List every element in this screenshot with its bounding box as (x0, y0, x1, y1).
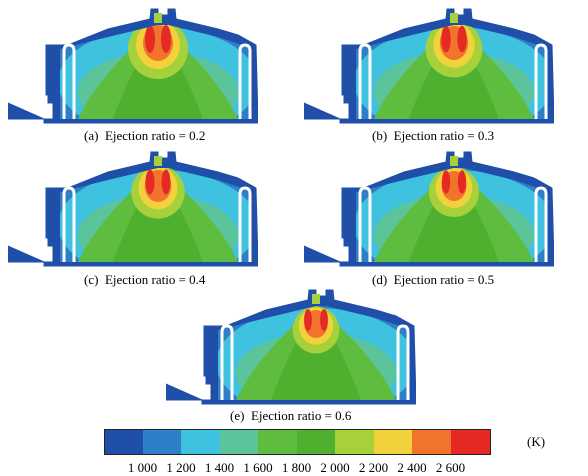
right-cooling-channel (238, 43, 252, 119)
colorbar-cell (104, 429, 144, 454)
caption-b-label: Ejection ratio = 0.3 (393, 128, 495, 143)
left-cooling-channel (220, 324, 234, 400)
colorbar-tick: 2 400 (397, 460, 427, 475)
colorbar-cell (142, 429, 183, 454)
colorbar-tick: 2 200 (358, 460, 389, 475)
caption-a-letter: (a) (84, 128, 99, 143)
caption-a-label: Ejection ratio = 0.2 (104, 128, 206, 143)
colorbar-tick: 1 800 (281, 460, 312, 475)
caption-c: (c) Ejection ratio = 0.4 (84, 272, 205, 288)
panel-a (8, 7, 258, 127)
temperature-field-b (304, 8, 554, 124)
colorbar-tick: 1 600 (243, 460, 273, 475)
right-cooling-channel (534, 186, 548, 262)
colorbar-cell (296, 429, 337, 454)
colorbar-tick: 2 600 (435, 460, 466, 475)
caption-e-letter: (e) (230, 408, 245, 423)
colorbar-cell (258, 429, 298, 454)
colorbar-tick: 1 000 (127, 460, 158, 475)
flame-max-right (161, 169, 171, 195)
colorbar-tick: 2 000 (320, 460, 350, 475)
flame-max-left (441, 25, 451, 53)
temperature-field-e (166, 289, 416, 405)
colorbar-cell (450, 429, 491, 454)
flame-max-right (457, 25, 467, 53)
colorbar-unit: (K) (527, 434, 546, 449)
nozzle (154, 156, 162, 166)
caption-d: (d) Ejection ratio = 0.5 (372, 272, 494, 288)
temperature-field-a (8, 8, 258, 124)
left-cooling-channel (62, 43, 76, 119)
flame-max-right (161, 25, 171, 53)
colorbar-cell (373, 429, 414, 454)
caption-d-letter: (d) (372, 272, 388, 287)
panel-b (304, 7, 554, 127)
colorbar-cell (412, 429, 452, 454)
caption-c-letter: (c) (84, 272, 99, 287)
nozzle (450, 13, 458, 23)
left-cooling-channel (62, 186, 76, 262)
caption-b: (b) Ejection ratio = 0.3 (372, 128, 494, 144)
caption-c-label: Ejection ratio = 0.4 (104, 272, 206, 287)
left-cooling-channel (358, 186, 372, 262)
colorbar-tick: 1 200 (166, 460, 196, 475)
flame-max-left (145, 169, 155, 195)
caption-e-label: Ejection ratio = 0.6 (250, 408, 352, 423)
nozzle (154, 13, 162, 23)
flame-max-right (320, 309, 328, 331)
caption-e: (e) Ejection ratio = 0.6 (230, 408, 351, 424)
flame-max-left (304, 309, 312, 331)
colorbar-cell (181, 429, 221, 454)
nozzle (450, 156, 458, 166)
flame-max-right (457, 170, 467, 194)
caption-a: (a) Ejection ratio = 0.2 (84, 128, 205, 144)
panel-d (304, 150, 554, 270)
colorbar-cell (219, 429, 260, 454)
right-cooling-channel (238, 186, 252, 262)
caption-d-label: Ejection ratio = 0.5 (393, 272, 495, 287)
flame-max-left (441, 170, 451, 194)
left-cooling-channel (358, 43, 372, 119)
panel-e (166, 288, 416, 408)
temperature-field-c (8, 151, 258, 267)
colorbar-tick: 1 400 (204, 460, 235, 475)
right-cooling-channel (396, 324, 410, 400)
flame-max-left (145, 25, 155, 53)
caption-b-letter: (b) (372, 128, 388, 143)
panel-c (8, 150, 258, 270)
temperature-field-d (304, 151, 554, 267)
right-cooling-channel (534, 43, 548, 119)
nozzle (312, 294, 320, 304)
colorbar-cell (335, 429, 375, 454)
